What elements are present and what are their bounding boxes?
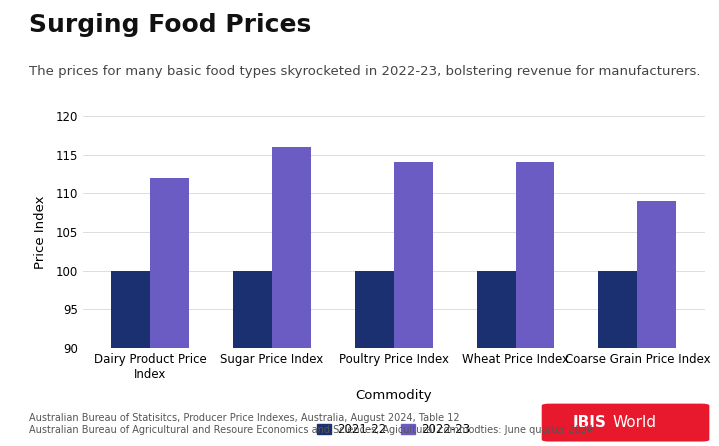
Legend: 2021-22, 2022-23: 2021-22, 2022-23 [313, 419, 475, 441]
Y-axis label: Price Index: Price Index [34, 195, 47, 268]
Text: Surging Food Prices: Surging Food Prices [29, 13, 311, 37]
FancyBboxPatch shape [541, 404, 710, 442]
Bar [354, 271, 393, 446]
Bar [637, 201, 677, 446]
X-axis label: Commodity: Commodity [355, 389, 432, 402]
Bar [393, 162, 433, 446]
Bar [272, 147, 311, 446]
Text: IBIS: IBIS [572, 415, 607, 430]
Text: The prices for many basic food types skyrocketed in 2022-23, bolstering revenue : The prices for many basic food types sky… [29, 65, 700, 78]
Bar [111, 271, 150, 446]
Text: Australian Bureau of Statisitcs, Producer Price Indexes, Australia, August 2024,: Australian Bureau of Statisitcs, Produce… [29, 413, 593, 435]
Text: World: World [613, 415, 657, 430]
Bar [477, 271, 516, 446]
Bar [233, 271, 272, 446]
Bar [150, 178, 189, 446]
Bar [516, 162, 554, 446]
Bar [598, 271, 637, 446]
